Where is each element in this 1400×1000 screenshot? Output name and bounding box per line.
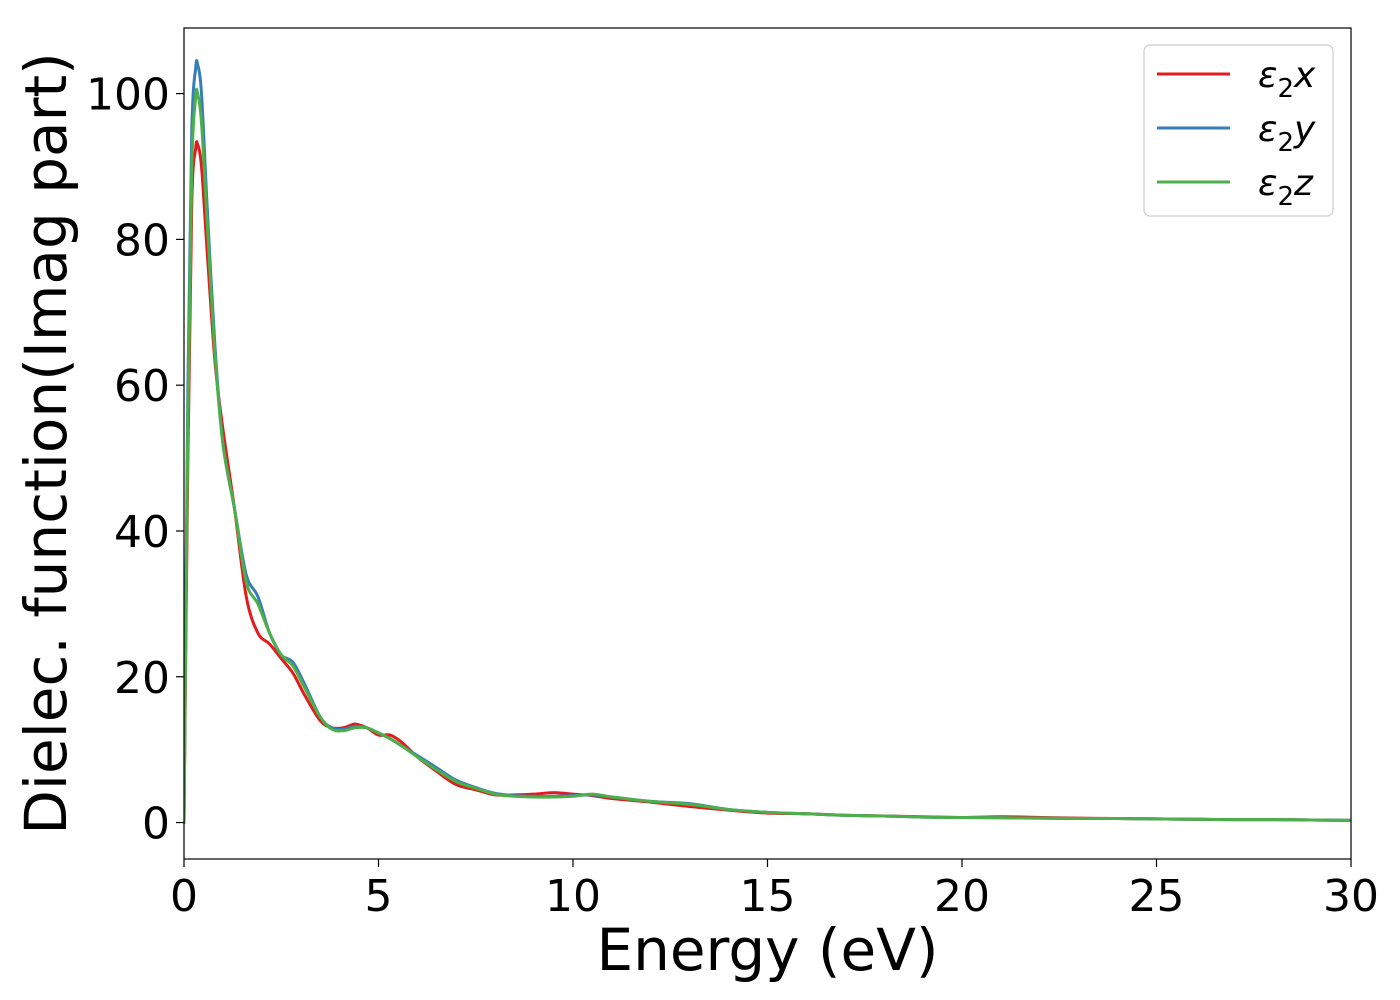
x-tick-label: 10	[545, 871, 601, 922]
y-axis-label: Dielec. function(Imag part)	[12, 52, 80, 835]
x-tick-label: 30	[1323, 871, 1379, 922]
y-tick-label: 100	[86, 70, 170, 121]
x-tick-label: 20	[934, 871, 990, 922]
legend-label-x: ε2x	[1258, 55, 1316, 104]
series-line-x	[184, 140, 1351, 825]
x-tick-label: 15	[740, 871, 796, 922]
y-tick-label: 80	[114, 215, 170, 266]
y-tick-label: 40	[114, 507, 170, 558]
legend-label-y: ε2y	[1258, 109, 1316, 158]
x-tick-label: 25	[1129, 871, 1185, 922]
y-tick-label: 20	[114, 653, 170, 704]
legend-label-z: ε2z	[1258, 163, 1314, 212]
x-axis: 0 5 10 15 20 25 30	[170, 859, 1379, 922]
series-layer	[184, 59, 1351, 825]
x-tick-label: 5	[365, 871, 393, 922]
legend: ε2x ε2y ε2z	[1143, 44, 1334, 217]
y-tick-label: 0	[142, 799, 170, 850]
y-axis: 0 20 40 60 80 100	[86, 70, 184, 850]
y-tick-label: 60	[114, 361, 170, 412]
legend-box	[1143, 44, 1334, 217]
series-line-z	[184, 87, 1351, 825]
x-axis-label: Energy (eV)	[596, 916, 938, 984]
x-tick-label: 0	[170, 871, 198, 922]
